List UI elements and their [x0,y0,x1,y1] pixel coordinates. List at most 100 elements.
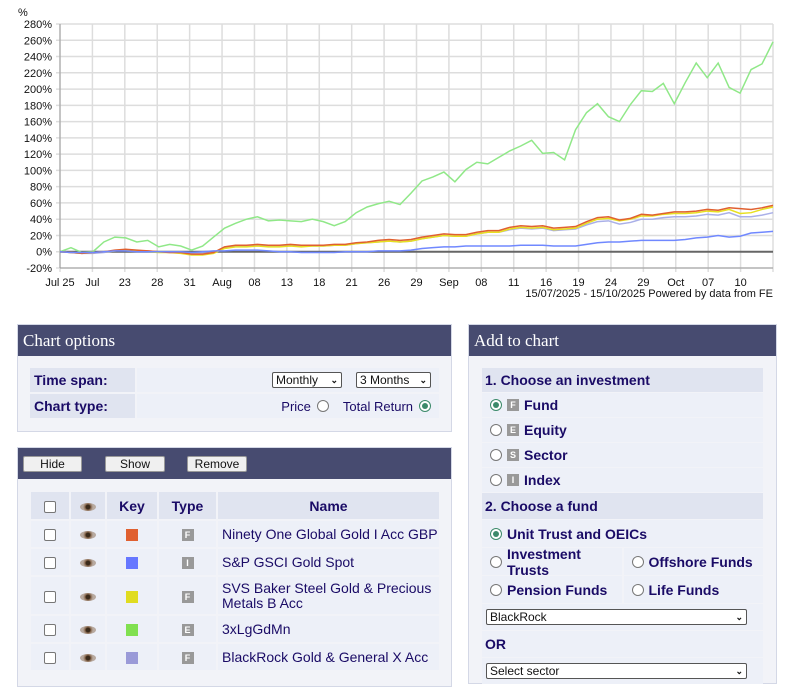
eye-icon[interactable] [80,592,96,601]
total-return-radio[interactable] [419,400,431,412]
x-tick-label: 11 [508,277,519,289]
x-tick-label: 07 [702,277,714,289]
period-select[interactable]: 3 Months ⌄ [356,372,431,388]
x-tick-label: 13 [281,277,293,289]
type-badge: E [181,624,194,637]
add-to-chart-title: Add to chart [469,325,776,356]
holdings-table: Key Type Name F Ninety One Global Gold I… [29,490,441,672]
y-tick-label: 180% [24,100,52,112]
holding-name[interactable]: Ninety One Global Gold I Acc GBP [218,521,439,547]
investment-radio[interactable] [490,474,502,486]
eye-icon[interactable] [80,654,96,663]
holding-row: F Ninety One Global Gold I Acc GBP [31,521,439,547]
chevron-down-icon: ⌄ [735,665,743,676]
provider-value: BlackRock [490,610,547,624]
investment-option-equity[interactable]: E Equity [482,418,763,442]
pension-funds-option[interactable]: Pension Funds [482,576,622,603]
offshore-funds-radio[interactable] [631,555,644,568]
eye-icon[interactable] [80,559,96,568]
investment-radio[interactable] [490,424,502,436]
x-tick-label: 26 [378,277,390,289]
holding-name[interactable]: S&P GSCI Gold Spot [218,549,439,575]
x-tick-label: Jul [85,277,99,289]
hide-button[interactable]: Hide [23,455,82,472]
investment-radio[interactable] [490,449,502,461]
offshore-funds-option[interactable]: Offshore Funds [623,548,763,575]
eye-icon[interactable] [80,626,96,635]
series-line-0 [59,41,774,254]
x-tick-label: 23 [119,277,131,289]
unit-trust-radio[interactable] [490,527,502,540]
x-tick-label: 29 [410,277,422,289]
investment-trusts-radio[interactable] [490,555,502,568]
investment-badge: F [507,399,519,411]
key-swatch [126,590,138,603]
holding-name[interactable]: BlackRock Gold & General X Acc [218,644,439,670]
or-label: OR [482,631,763,657]
remove-button[interactable]: Remove [187,455,247,472]
total-return-label: Total Return [342,398,413,414]
provider-select[interactable]: BlackRock ⌄ [486,609,747,625]
y-tick-label: 220% [24,68,52,80]
frequency-select[interactable]: Monthly ⌄ [272,372,342,388]
investment-label: Index [524,472,561,488]
type-badge: F [181,652,194,665]
holding-row: F SVS Baker Steel Gold & Precious Metals… [31,577,439,614]
y-tick-label: 100% [24,165,52,177]
row-checkbox[interactable] [44,624,56,637]
pension-funds-radio[interactable] [490,583,502,596]
life-funds-option[interactable]: Life Funds [623,576,763,603]
y-tick-label: 40% [30,214,52,226]
x-tick-label: Jul 25 [45,277,74,289]
offshore-funds-label: Offshore Funds [648,553,753,570]
y-tick-label: 60% [30,198,52,210]
y-tick-label: 200% [24,84,52,96]
row-checkbox[interactable] [44,557,56,570]
investment-radio[interactable] [490,399,502,411]
life-funds-label: Life Funds [648,581,720,598]
x-tick-label: Oct [667,277,684,289]
y-tick-label: 120% [24,149,52,161]
chart-footer: 15/07/2025 - 15/10/2025 Powered by data … [525,288,773,300]
investment-trusts-option[interactable]: Investment Trusts [482,546,622,578]
life-funds-radio[interactable] [631,583,644,596]
investment-label: Sector [524,447,568,463]
chevron-down-icon: ⌄ [330,374,338,385]
eye-icon[interactable] [80,531,96,540]
investment-option-index[interactable]: I Index [482,468,763,492]
holding-name[interactable]: SVS Baker Steel Gold & Precious Metals B… [218,577,439,614]
row-checkbox[interactable] [44,652,56,665]
y-axis-label: % [18,7,28,19]
row-checkbox[interactable] [44,590,56,603]
key-swatch [126,652,138,665]
chart-type-label: Chart type: [30,394,135,418]
select-all-checkbox[interactable] [44,500,56,513]
unit-trust-label: Unit Trust and OEICs [507,525,648,542]
x-tick-label: 19 [572,277,584,289]
x-tick-label: 29 [637,277,649,289]
x-tick-label: Aug [212,277,232,289]
period-value: 3 Months [360,373,410,387]
price-radio[interactable] [316,400,329,412]
y-tick-label: -20% [26,263,52,275]
add-to-chart-panel: Add to chart 1. Choose an investment F Fu… [468,324,777,684]
row-checkbox[interactable] [44,529,56,542]
type-header: Type [159,492,216,519]
x-tick-label: 16 [540,277,552,289]
investment-label: Equity [524,422,567,438]
x-tick-label: 08 [475,277,487,289]
x-tick-label: 31 [184,277,196,289]
frequency-value: Monthly [276,373,319,387]
y-tick-label: 280% [24,19,52,31]
x-tick-label: 24 [605,277,617,289]
show-button[interactable]: Show [105,455,165,472]
key-swatch [126,624,138,637]
unit-trust-option[interactable]: Unit Trust and OEICs [482,520,763,547]
holding-name[interactable]: 3xLgGdMn [218,616,439,642]
y-tick-label: 0% [36,247,52,259]
chart-options-title: Chart options [18,325,451,356]
key-header: Key [107,492,157,519]
chevron-down-icon: ⌄ [735,611,743,622]
investment-option-sector[interactable]: S Sector [482,443,763,467]
investment-option-fund[interactable]: F Fund [482,393,763,417]
